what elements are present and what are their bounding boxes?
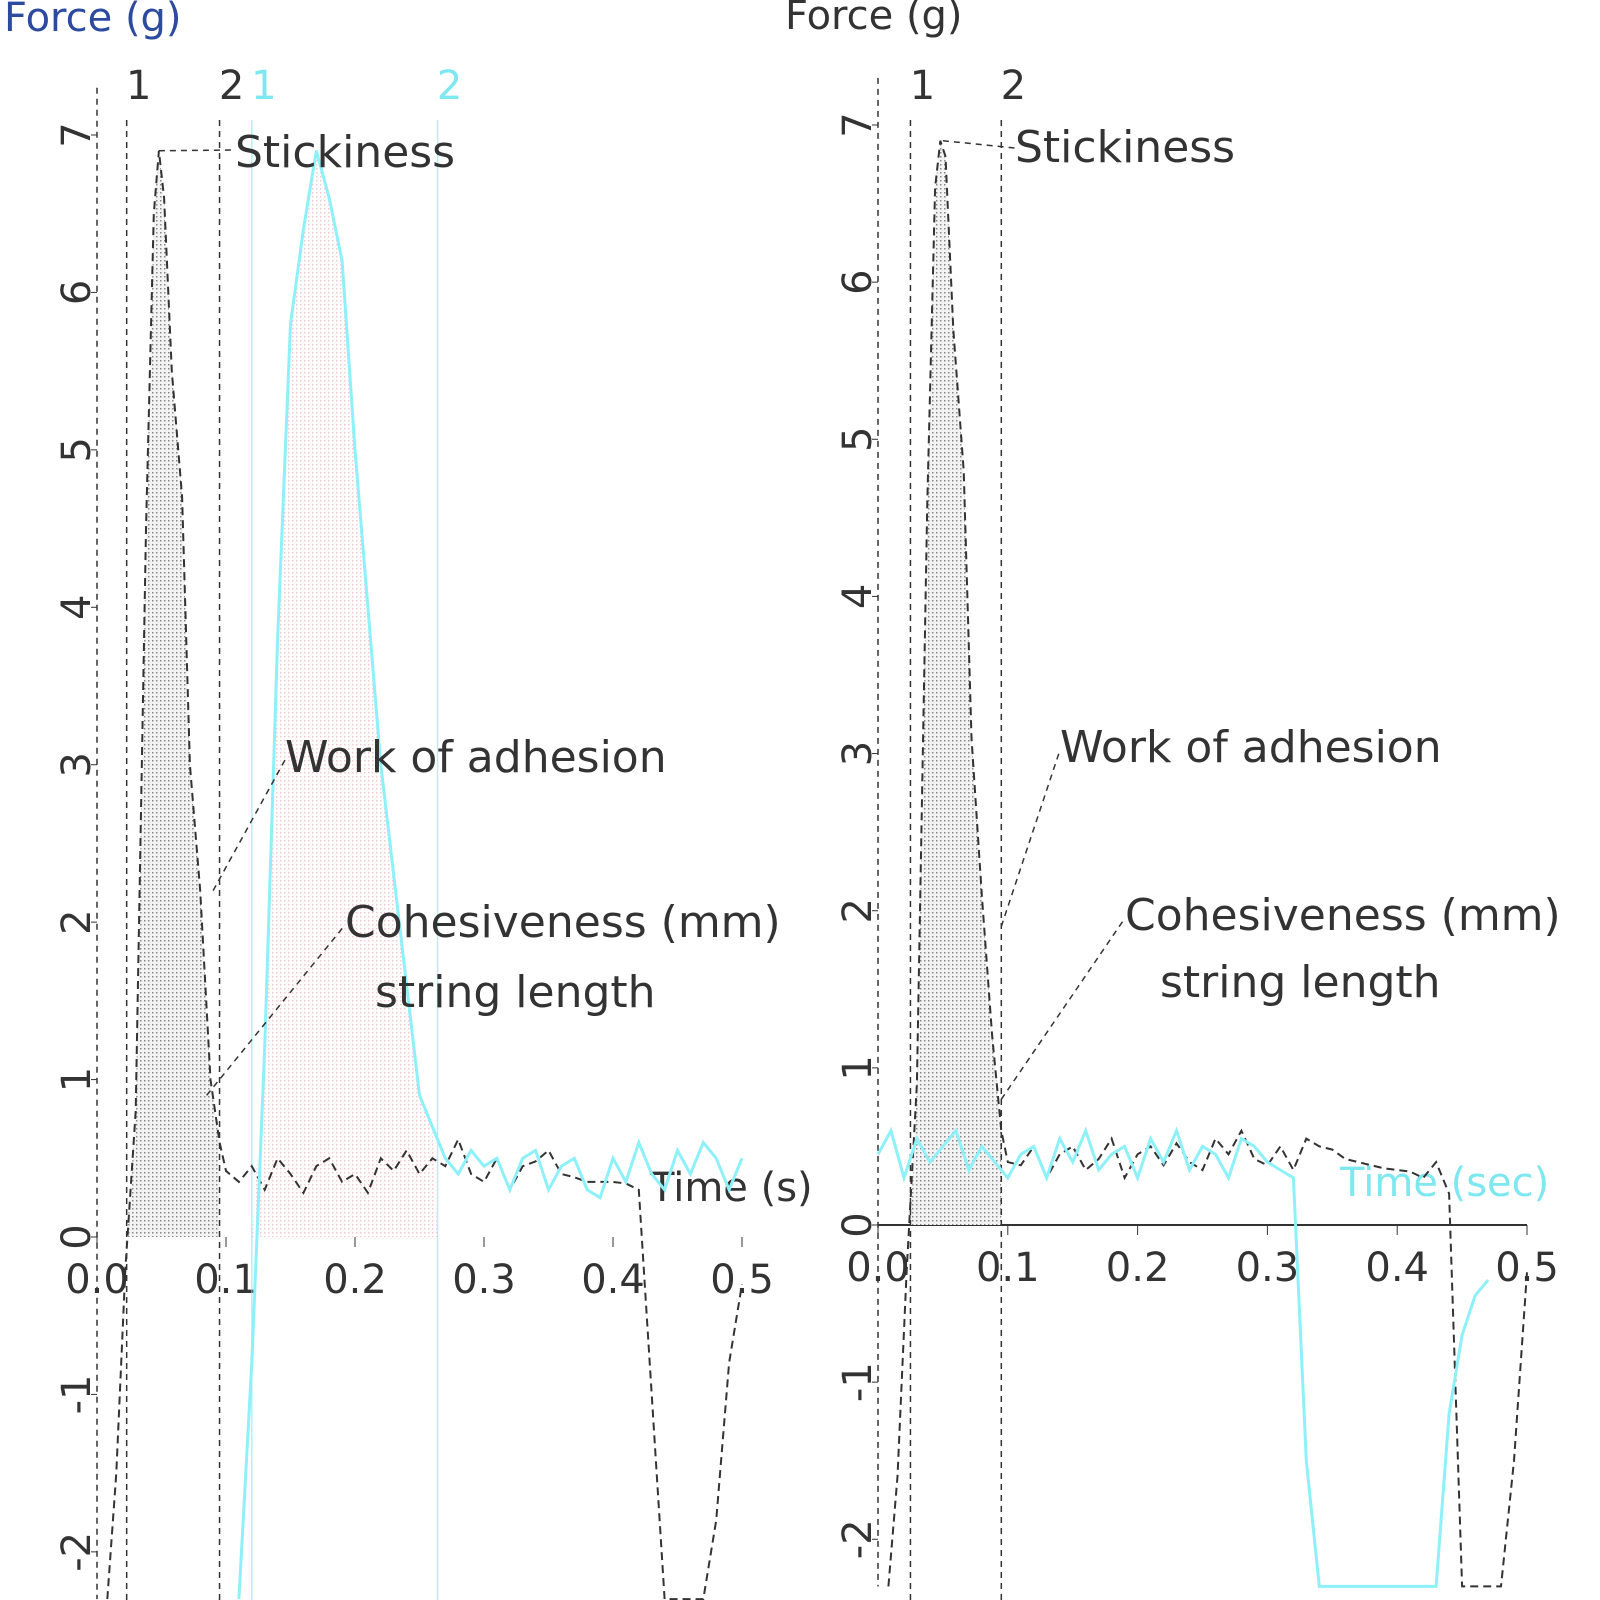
y-tick-label: 1: [54, 1067, 100, 1092]
y-tick-label: -1: [835, 1362, 881, 1402]
y-tick-label: -1: [54, 1374, 100, 1414]
leader-line: [206, 924, 346, 1096]
y-tick-label: 2: [835, 898, 881, 923]
force-curve: [887, 140, 1528, 1588]
y-tick-label: 5: [54, 437, 100, 462]
y-axis-title: Force (g): [4, 0, 182, 41]
force-curve: [106, 150, 743, 1600]
leader-line: [1000, 749, 1061, 927]
y-tick-label: -2: [54, 1532, 100, 1572]
annotation: string length: [1160, 957, 1441, 1008]
x-tick-label: 0.2: [323, 1257, 387, 1303]
annotation: Work of adhesion: [1060, 722, 1442, 773]
annotation: Cohesiveness (mm): [345, 897, 781, 948]
annotation: string length: [375, 967, 656, 1018]
marker-label: 2: [219, 63, 244, 109]
y-tick-label: 0: [54, 1224, 100, 1249]
shaded-area: [126, 150, 220, 1237]
marker-label: 1: [251, 63, 276, 109]
y-tick-label: 3: [835, 741, 881, 766]
y-tick-label: 4: [835, 584, 881, 609]
y-tick-label: 2: [54, 909, 100, 934]
x-tick-label: 0.4: [1365, 1245, 1429, 1291]
x-tick-label: 0.0: [846, 1245, 910, 1291]
x-tick-label: 0.0: [65, 1257, 129, 1303]
marker-label: 1: [126, 63, 151, 109]
marker-label: 2: [1001, 63, 1026, 109]
x-tick-label: 0.4: [581, 1257, 645, 1303]
y-tick-label: 5: [835, 427, 881, 452]
y-tick-label: 6: [835, 269, 881, 294]
annotation: Cohesiveness (mm): [1125, 890, 1561, 941]
y-tick-label: 0: [835, 1212, 881, 1237]
shaded-area: [910, 140, 1002, 1226]
x-tick-label: 0.1: [976, 1245, 1040, 1291]
leader-line: [212, 759, 286, 892]
x-tick-label: 0.5: [710, 1257, 774, 1303]
force-curve: [876, 1126, 1490, 1588]
marker-label: 2: [437, 63, 462, 109]
x-tick-label: 0.5: [1495, 1245, 1559, 1291]
annotation: Stickiness: [1015, 122, 1235, 173]
y-tick-label: 3: [54, 752, 100, 777]
marker-label: 1: [910, 63, 935, 109]
y-tick-label: 1: [835, 1055, 881, 1080]
y-tick-label: 7: [54, 122, 100, 147]
force-curve: [237, 150, 744, 1600]
y-tick-label: 4: [54, 595, 100, 620]
leader-line: [158, 149, 236, 152]
leader-line: [1000, 917, 1126, 1100]
x-tick-label: 0.3: [452, 1257, 516, 1303]
y-axis-title: Force (g): [785, 0, 963, 39]
x-tick-label: 0.1: [194, 1257, 258, 1303]
shaded-area: [251, 150, 438, 1237]
annotation: Stickiness: [235, 127, 455, 178]
y-tick-label: 6: [54, 280, 100, 305]
x-tick-label: 0.2: [1106, 1245, 1170, 1291]
leader-line: [942, 139, 1016, 149]
annotation: Work of adhesion: [285, 732, 667, 783]
x-tick-label: 0.3: [1236, 1245, 1300, 1291]
y-tick-label: -2: [835, 1519, 881, 1559]
y-tick-label: 7: [835, 112, 881, 137]
